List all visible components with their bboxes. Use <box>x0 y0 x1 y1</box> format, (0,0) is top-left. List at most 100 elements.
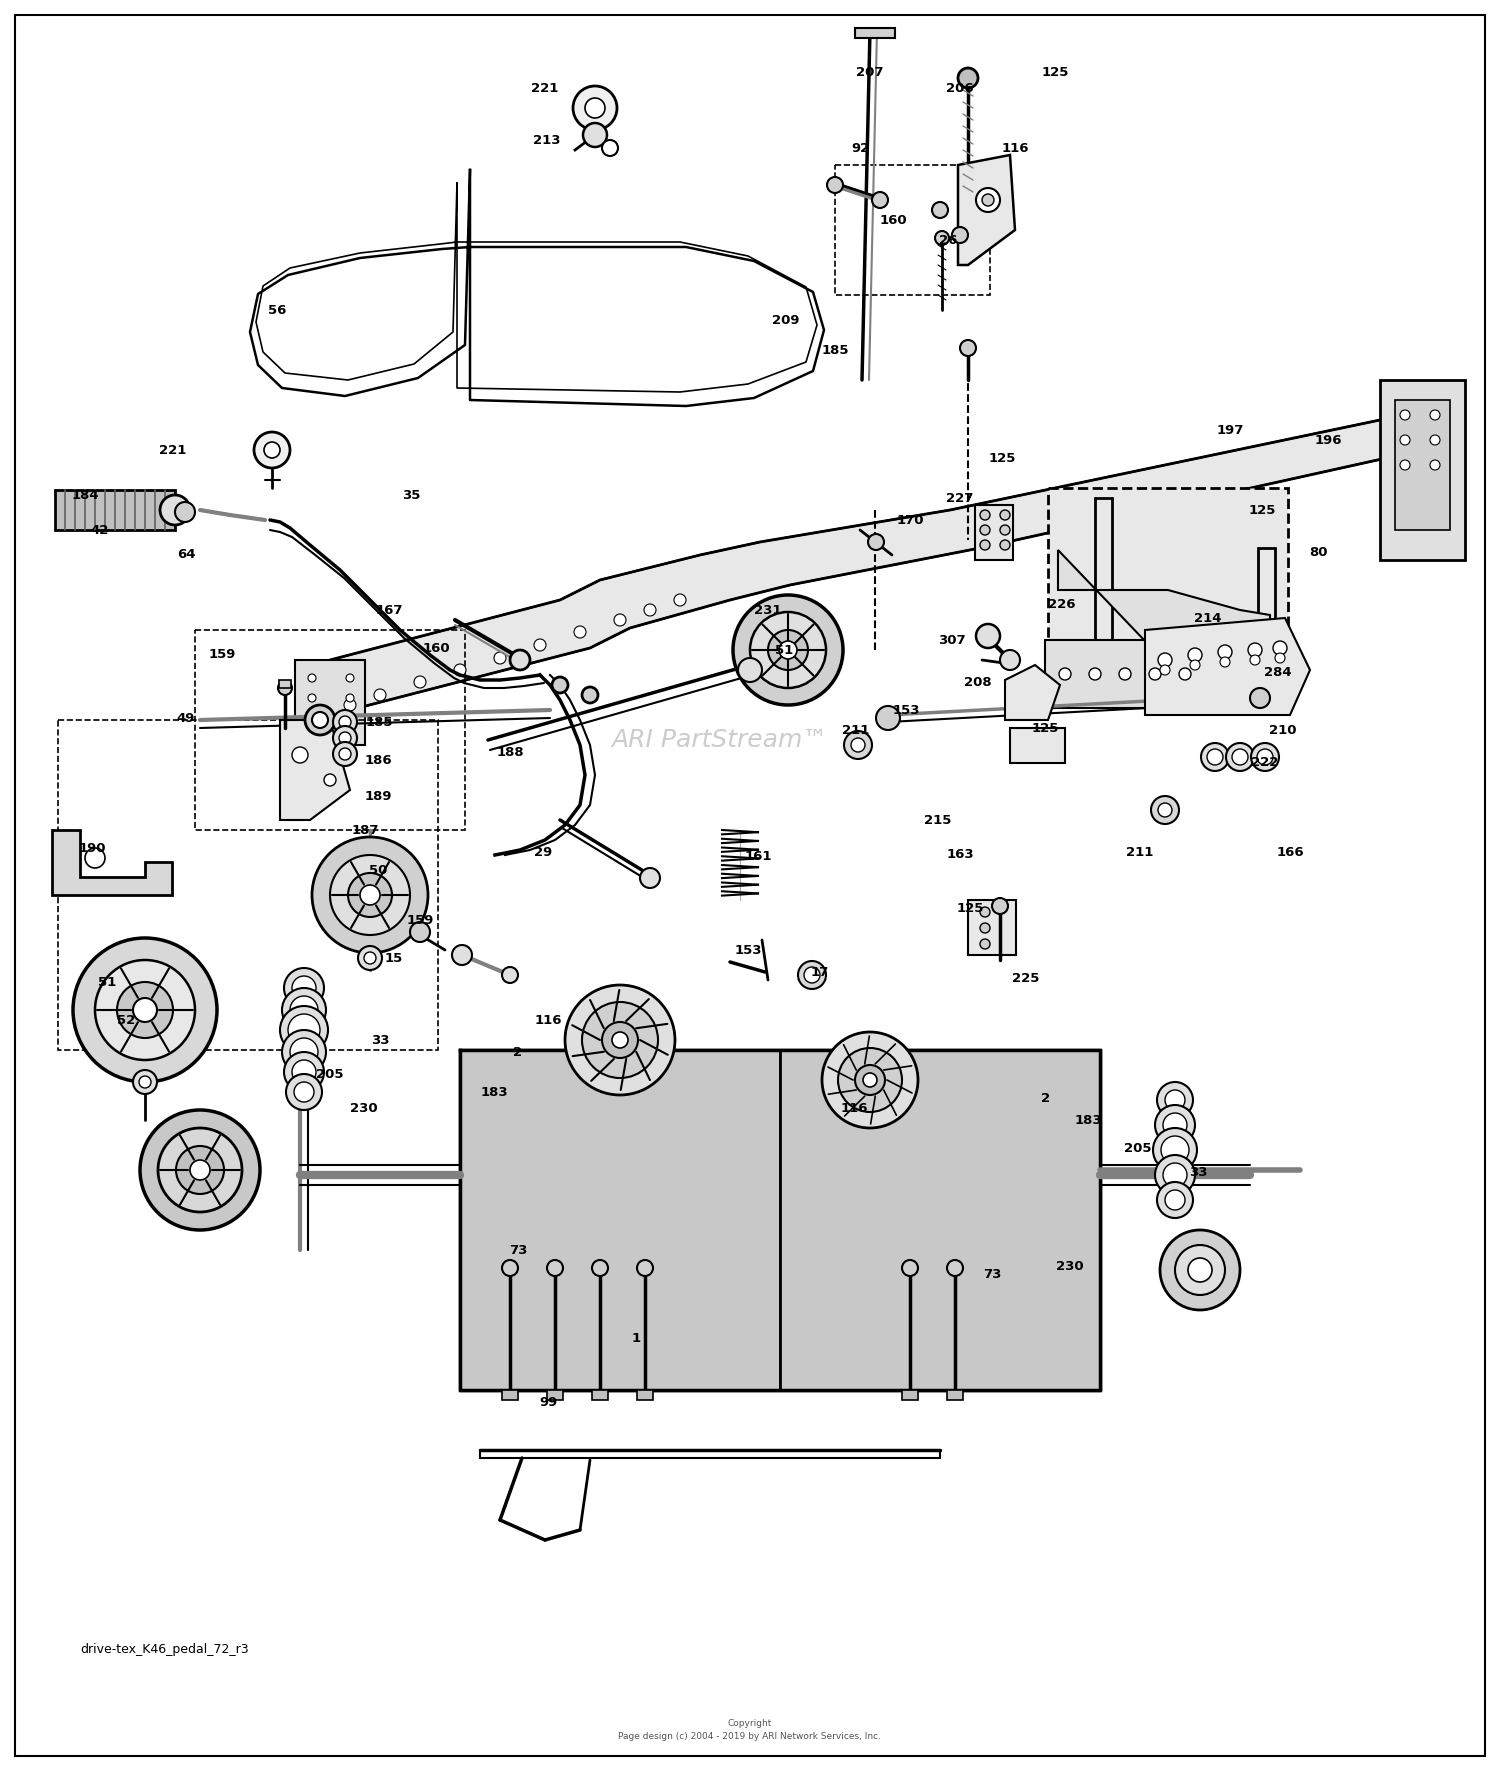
Circle shape <box>452 946 472 965</box>
Circle shape <box>1161 1135 1190 1164</box>
Text: 214: 214 <box>1194 611 1221 625</box>
Text: 209: 209 <box>772 313 800 326</box>
Circle shape <box>1430 436 1440 445</box>
Circle shape <box>1156 1082 1192 1118</box>
Circle shape <box>1155 1105 1196 1146</box>
Circle shape <box>510 650 530 669</box>
Circle shape <box>308 714 316 723</box>
Circle shape <box>976 188 1000 213</box>
Text: 183: 183 <box>480 1086 508 1098</box>
Circle shape <box>1160 1231 1240 1311</box>
Circle shape <box>844 731 871 760</box>
Circle shape <box>176 501 195 522</box>
Text: 125: 125 <box>988 452 1016 464</box>
Circle shape <box>290 1038 318 1066</box>
Text: 42: 42 <box>92 524 110 537</box>
Text: 116: 116 <box>840 1102 867 1114</box>
Polygon shape <box>460 1050 1100 1390</box>
Bar <box>548 1390 562 1401</box>
Circle shape <box>1155 1155 1196 1195</box>
Polygon shape <box>53 831 172 894</box>
Bar <box>946 1390 963 1401</box>
Bar <box>902 1390 918 1401</box>
Circle shape <box>980 540 990 551</box>
Circle shape <box>640 868 660 887</box>
Text: ARI PartStream™: ARI PartStream™ <box>612 728 828 753</box>
Text: 230: 230 <box>350 1102 378 1114</box>
Circle shape <box>582 1002 658 1079</box>
Circle shape <box>1150 795 1179 824</box>
Circle shape <box>282 1031 326 1073</box>
Circle shape <box>574 625 586 638</box>
Circle shape <box>414 677 426 687</box>
Text: 163: 163 <box>946 848 974 861</box>
Text: 73: 73 <box>982 1268 1000 1280</box>
Circle shape <box>573 87 616 129</box>
Circle shape <box>1000 540 1010 551</box>
Circle shape <box>339 747 351 760</box>
Circle shape <box>1149 668 1161 680</box>
Text: 2: 2 <box>513 1045 522 1059</box>
Circle shape <box>117 981 172 1038</box>
Circle shape <box>74 939 217 1082</box>
Polygon shape <box>1095 498 1275 694</box>
Text: 51: 51 <box>776 643 794 657</box>
Circle shape <box>1000 650 1020 669</box>
Circle shape <box>850 739 865 753</box>
Text: 92: 92 <box>850 142 868 154</box>
Text: 210: 210 <box>1269 724 1296 737</box>
Text: Copyright
Page design (c) 2004 - 2019 by ARI Network Services, Inc.: Copyright Page design (c) 2004 - 2019 by… <box>618 1720 882 1741</box>
Circle shape <box>284 969 324 1008</box>
Circle shape <box>1166 1089 1185 1110</box>
Bar <box>503 1390 518 1401</box>
Text: 56: 56 <box>268 303 286 317</box>
Text: 160: 160 <box>422 641 450 655</box>
Circle shape <box>804 967 820 983</box>
Circle shape <box>333 742 357 767</box>
Circle shape <box>1248 643 1262 657</box>
Circle shape <box>140 1077 152 1087</box>
Text: 222: 222 <box>1251 756 1278 769</box>
Text: 183: 183 <box>1074 1114 1102 1126</box>
Text: 116: 116 <box>534 1013 561 1027</box>
Bar <box>592 1390 608 1401</box>
Circle shape <box>1188 1257 1212 1282</box>
Text: 221: 221 <box>159 443 186 457</box>
Text: 211: 211 <box>1126 845 1154 859</box>
Text: 15: 15 <box>386 951 404 965</box>
Text: 189: 189 <box>364 790 392 802</box>
Text: 125: 125 <box>1032 721 1059 735</box>
Circle shape <box>638 1259 652 1275</box>
Text: 2: 2 <box>1041 1091 1050 1105</box>
Circle shape <box>292 1061 316 1084</box>
Text: 211: 211 <box>843 724 870 737</box>
Circle shape <box>552 677 568 692</box>
Circle shape <box>1162 1112 1186 1137</box>
Bar <box>968 900 1016 955</box>
Circle shape <box>1156 1181 1192 1218</box>
Circle shape <box>946 1259 963 1275</box>
Circle shape <box>982 195 994 205</box>
Circle shape <box>585 97 604 119</box>
Circle shape <box>190 1160 210 1179</box>
Circle shape <box>292 976 316 1001</box>
Circle shape <box>902 1259 918 1275</box>
Circle shape <box>290 995 318 1024</box>
Circle shape <box>264 443 280 459</box>
Circle shape <box>1089 668 1101 680</box>
Circle shape <box>1250 687 1270 708</box>
Circle shape <box>839 1048 902 1112</box>
Circle shape <box>1250 655 1260 664</box>
Circle shape <box>750 613 827 687</box>
Circle shape <box>1160 664 1170 675</box>
Bar <box>836 165 990 296</box>
Circle shape <box>1208 749 1222 765</box>
Text: 52: 52 <box>117 1013 135 1027</box>
Text: 49: 49 <box>177 712 195 724</box>
Circle shape <box>339 715 351 728</box>
Circle shape <box>1000 510 1010 521</box>
Polygon shape <box>56 491 176 530</box>
Text: 125: 125 <box>1248 503 1275 517</box>
Circle shape <box>308 694 316 701</box>
Circle shape <box>674 593 686 606</box>
